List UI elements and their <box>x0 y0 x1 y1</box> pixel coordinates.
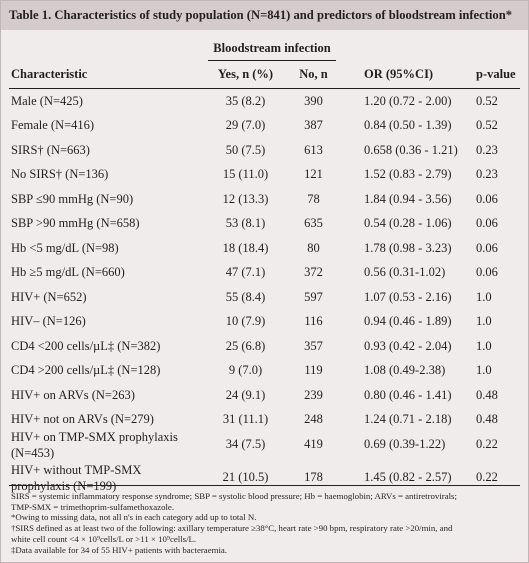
cell-characteristic: HIV– (N=126) <box>11 314 86 328</box>
footnote: †SIRS defined as at least two of the fol… <box>11 523 453 534</box>
cell-yes: 31 (11.1) <box>222 412 269 426</box>
cell-yes: 50 (7.5) <box>225 143 266 157</box>
cell-yes: 47 (7.1) <box>225 265 266 279</box>
cell-yes: 24 (9.1) <box>225 388 266 402</box>
column-header-p-value: p-value <box>476 67 516 81</box>
cell-p: 0.52 <box>476 118 498 132</box>
cell-p: 0.22 <box>476 437 498 451</box>
footnote: SIRS = systemic inflammatory response sy… <box>11 491 457 501</box>
cell-or: 1.20 (0.72 - 2.00) <box>364 94 452 108</box>
footnotes: SIRS = systemic inflammatory response sy… <box>11 491 521 555</box>
column-header-yes: Yes, n (%) <box>217 67 274 81</box>
cell-no: 597 <box>304 290 323 304</box>
cell-characteristic: Male (N=425) <box>11 94 83 108</box>
cell-characteristic: CD4 >200 cells/µL‡ (N=128) <box>11 363 161 377</box>
cell-p: 0.06 <box>476 241 498 255</box>
cell-no: 613 <box>304 143 323 157</box>
table-title: Table 1. Characteristics of study popula… <box>1 1 528 30</box>
cell-p: 0.52 <box>476 94 498 108</box>
cell-or: 1.24 (0.71 - 2.18) <box>364 412 452 426</box>
cell-yes: 29 (7.0) <box>225 118 266 132</box>
cell-no: 121 <box>304 167 323 181</box>
cell-or: 0.93 (0.42 - 2.04) <box>364 339 452 353</box>
cell-yes: 35 (8.2) <box>225 94 266 108</box>
cell-or: 0.54 (0.28 - 1.06) <box>364 216 452 230</box>
cell-characteristic: HIV+ without TMP-SMX prophylaxis (N=199) <box>11 463 142 493</box>
cell-p: 0.23 <box>476 167 498 181</box>
cell-no: 78 <box>307 192 320 206</box>
cell-yes: 34 (7.5) <box>225 437 266 451</box>
cell-no: 390 <box>304 94 323 108</box>
header-rule <box>9 88 520 89</box>
cell-yes: 9 (7.0) <box>228 363 263 377</box>
cell-p: 1.0 <box>476 290 492 304</box>
cell-characteristic: HIV+ (N=652) <box>11 290 87 304</box>
footnote: ‡Data available for 34 of 55 HIV+ patien… <box>11 544 228 555</box>
cell-no: 119 <box>304 363 323 377</box>
cell-characteristic: Hb <5 mg/dL (N=98) <box>11 241 119 255</box>
cell-yes: 10 (7.9) <box>225 314 266 328</box>
cell-p: 0.06 <box>476 265 498 279</box>
cell-no: 357 <box>304 339 323 353</box>
cell-yes: 25 (6.8) <box>225 339 266 353</box>
cell-or: 0.69 (0.39-1.22) <box>364 437 446 451</box>
cell-or: 1.52 (0.83 - 2.79) <box>364 167 452 181</box>
cell-p: 1.0 <box>476 314 492 328</box>
cell-or: 0.84 (0.50 - 1.39) <box>364 118 452 132</box>
cell-or: 1.45 (0.82 - 2.57) <box>364 470 452 484</box>
cell-or: 1.07 (0.53 - 2.16) <box>364 290 452 304</box>
cell-p: 1.0 <box>476 363 492 377</box>
footnote: white cell count <4 × 10⁹cells/L or >11 … <box>11 533 197 544</box>
cell-characteristic: Hb ≥5 mg/dL (N=660) <box>11 265 125 279</box>
cell-yes: 53 (8.1) <box>225 216 266 230</box>
cell-no: 116 <box>304 314 323 328</box>
cell-characteristic: SBP ≤90 mmHg (N=90) <box>11 192 134 206</box>
cell-characteristic: SBP >90 mmHg (N=658) <box>11 216 140 230</box>
footnote: TMP-SMX = trimethoprim-sulfamethoxazole. <box>11 501 175 512</box>
cell-characteristic: HIV+ on TMP-SMX prophylaxis (N=453) <box>11 430 178 460</box>
cell-p: 0.06 <box>476 192 498 206</box>
cell-or: 1.08 (0.49-2.38) <box>364 363 446 377</box>
cell-yes: 15 (11.0) <box>222 167 269 181</box>
cell-or: 1.78 (0.98 - 3.23) <box>364 241 452 255</box>
cell-p: 0.48 <box>476 388 498 402</box>
cell-characteristic: SIRS† (N=663) <box>11 143 90 157</box>
cell-characteristic: CD4 <200 cells/µL‡ (N=382) <box>11 339 161 353</box>
cell-no: 239 <box>304 388 323 402</box>
cell-characteristic: No SIRS† (N=136) <box>11 167 109 181</box>
cell-yes: 12 (13.3) <box>222 192 269 206</box>
cell-characteristic: HIV+ not on ARVs (N=279) <box>11 412 154 426</box>
group-header: Bloodstream infection <box>213 41 331 55</box>
cell-no: 387 <box>304 118 323 132</box>
cell-or: 0.56 (0.31-1.02) <box>364 265 446 279</box>
cell-p: 0.23 <box>476 143 498 157</box>
cell-or: 1.84 (0.94 - 3.56) <box>364 192 452 206</box>
cell-no: 635 <box>304 216 323 230</box>
group-header-rule <box>208 60 336 61</box>
footer-rule <box>9 485 520 486</box>
cell-no: 372 <box>304 265 323 279</box>
cell-yes: 18 (18.4) <box>222 241 269 255</box>
cell-p: 0.22 <box>476 470 498 484</box>
cell-or: 0.94 (0.46 - 1.89) <box>364 314 452 328</box>
cell-no: 419 <box>304 437 323 451</box>
cell-or: 0.80 (0.46 - 1.41) <box>364 388 452 402</box>
column-header-characteristic: Characteristic <box>11 67 88 81</box>
cell-characteristic: HIV+ on ARVs (N=263) <box>11 388 135 402</box>
cell-no: 80 <box>307 241 320 255</box>
cell-or: 0.658 (0.36 - 1.21) <box>364 143 458 157</box>
column-header-or: OR (95%CI) <box>364 67 434 81</box>
cell-p: 0.06 <box>476 216 498 230</box>
cell-characteristic: Female (N=416) <box>11 118 95 132</box>
cell-p: 0.48 <box>476 412 498 426</box>
cell-yes: 21 (10.5) <box>222 470 269 484</box>
column-header-no: No, n <box>299 67 328 81</box>
cell-p: 1.0 <box>476 339 492 353</box>
cell-no: 248 <box>304 412 323 426</box>
cell-no: 178 <box>304 470 323 484</box>
cell-yes: 55 (8.4) <box>225 290 266 304</box>
footnote: *Owing to missing data, not all n's in e… <box>11 512 257 523</box>
